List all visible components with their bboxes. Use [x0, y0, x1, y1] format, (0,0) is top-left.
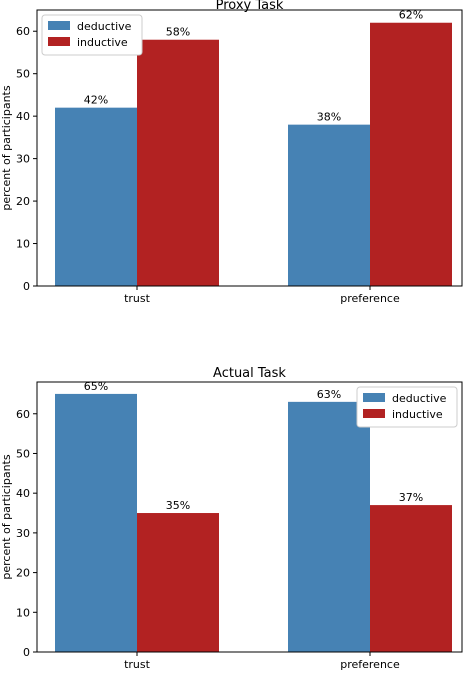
bar-deductive-trust [55, 107, 137, 287]
y-tick-label: 0 [23, 280, 30, 293]
bar-deductive-trust [55, 393, 137, 652]
y-tick-label: 40 [16, 487, 30, 500]
x-tick-label-preference: preference [340, 658, 400, 671]
data-label: 63% [317, 388, 341, 401]
y-tick-label: 10 [16, 238, 30, 251]
y-tick-label: 60 [16, 25, 30, 38]
bar-inductive-preference [370, 505, 452, 652]
legend-label-inductive: inductive [392, 408, 443, 421]
bar-inductive-preference [370, 22, 452, 286]
x-tick-label-preference: preference [340, 292, 400, 305]
y-tick-label: 60 [16, 408, 30, 421]
axes-frame [36, 381, 463, 653]
y-axis-label: percent of participants [0, 85, 13, 210]
bar-inductive-trust [137, 39, 219, 286]
data-label: 38% [317, 111, 341, 124]
data-label: 42% [84, 94, 108, 107]
chart-panel-1: Proxy Task 42% 38% 58% 62% 0 10 20 30 40 50 60 trust… [0, 0, 463, 305]
y-tick-label: 50 [16, 68, 30, 81]
y-tick-label: 20 [16, 567, 30, 580]
y-tick-label: 40 [16, 110, 30, 123]
legend-label-deductive: deductive [392, 392, 447, 405]
legend-swatch-inductive [363, 409, 385, 418]
x-tick-label-trust: trust [124, 292, 151, 305]
chart-panel-2: Actual Task 65% 63% 35% 37% 0 10 20 30 40 50 60 trus… [0, 366, 463, 671]
data-label: 35% [166, 499, 190, 512]
legend-swatch-deductive [363, 393, 385, 402]
bar-deductive-preference [288, 124, 370, 287]
data-label: 58% [166, 26, 190, 39]
chart-title: Proxy Task [216, 0, 284, 13]
legend-swatch-deductive [48, 21, 70, 30]
bar-inductive-trust [137, 513, 219, 652]
y-tick-label: 20 [16, 195, 30, 208]
legend-label-deductive: deductive [77, 20, 132, 33]
y-tick-label: 50 [16, 447, 30, 460]
legend-label-inductive: inductive [77, 36, 128, 49]
legend-swatch-inductive [48, 37, 70, 46]
bar-deductive-preference [288, 401, 370, 652]
legend: deductive inductive [41, 14, 143, 56]
data-label: 62% [399, 9, 423, 22]
y-tick-label: 30 [16, 153, 30, 166]
y-axis-label: percent of participants [0, 454, 13, 579]
axes-frame [36, 9, 463, 287]
y-tick-label: 0 [23, 646, 30, 659]
y-tick-label: 10 [16, 606, 30, 619]
legend: deductive inductive [356, 386, 458, 428]
chart-title: Actual Task [213, 366, 286, 381]
x-tick-label-trust: trust [124, 658, 151, 671]
data-label: 65% [84, 380, 108, 393]
y-tick-label: 30 [16, 527, 30, 540]
data-label: 37% [399, 491, 423, 504]
